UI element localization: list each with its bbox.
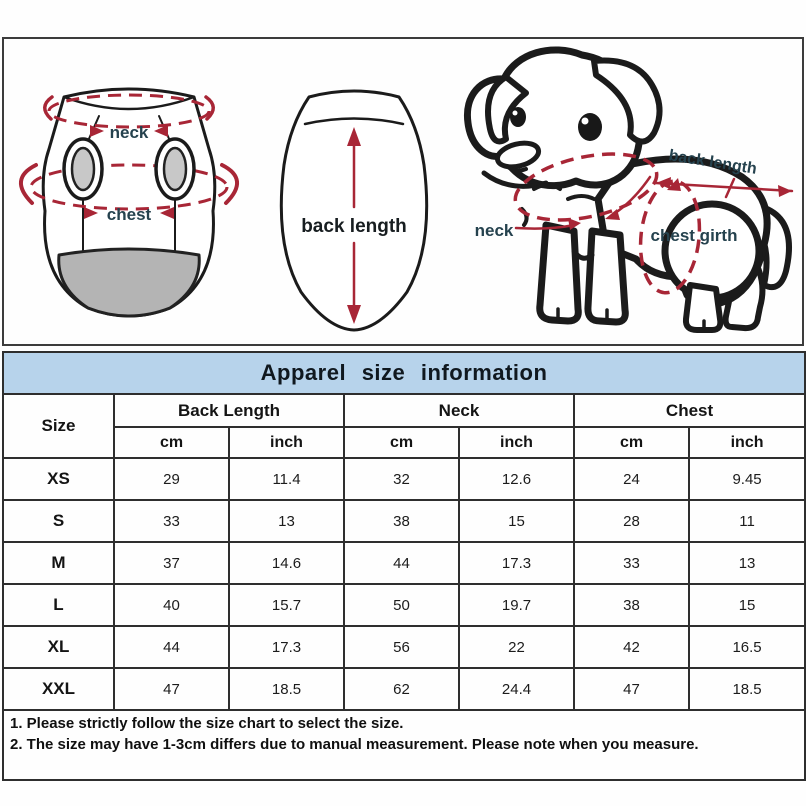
value-cell: 29 <box>113 457 230 501</box>
value-cell: 17.3 <box>458 541 575 585</box>
neck-header: Neck <box>343 393 575 428</box>
size-label: XL <box>2 625 115 669</box>
unit-header-cm: cm <box>113 426 230 459</box>
size-label: S <box>2 499 115 543</box>
size-label: M <box>2 541 115 585</box>
table-title: Apparel size information <box>1 351 806 395</box>
table-row: M 37 14.6 44 17.3 33 13 <box>2 541 806 585</box>
value-cell: 44 <box>343 541 460 585</box>
arrow-left-icon <box>656 177 671 189</box>
table-row: L 40 15.7 50 19.7 38 15 <box>2 583 806 627</box>
table-row: XS 29 11.4 32 12.6 24 9.45 <box>2 457 806 501</box>
value-cell: 62 <box>343 667 460 711</box>
vest-neck-label: neck <box>110 123 149 142</box>
chest-header: Chest <box>572 393 806 428</box>
dog-diagram: neck chest girth back length <box>463 46 794 333</box>
arrow-left-icon <box>154 125 168 137</box>
value-cell: 15 <box>687 583 806 627</box>
note-line-2: 2. The size may have 1-3cm differs due t… <box>10 735 699 753</box>
measurement-diagrams-panel: neck chest back length <box>2 37 804 346</box>
value-cell: 47 <box>113 667 230 711</box>
value-cell: 11 <box>687 499 806 543</box>
value-cell: 33 <box>113 499 230 543</box>
dog-neck-label: neck <box>475 221 514 240</box>
table-row: S 33 13 38 15 28 11 <box>2 499 806 543</box>
value-cell: 50 <box>343 583 460 627</box>
back-length-header: Back Length <box>113 393 345 428</box>
dog-eye <box>578 113 602 141</box>
unit-header-inch: inch <box>687 426 806 459</box>
arrow-up-icon <box>667 178 681 191</box>
arrow-right-icon <box>84 207 98 219</box>
value-cell: 14.6 <box>228 541 345 585</box>
size-label: L <box>2 583 115 627</box>
arrow-right-icon <box>568 218 581 230</box>
dog-eye <box>510 107 526 127</box>
vest-front-diagram: neck chest <box>19 87 239 318</box>
size-label: XXL <box>2 667 115 711</box>
arrow-right-icon <box>90 125 104 137</box>
table-group-header-row: Size Back Length Neck Chest <box>2 393 806 459</box>
size-chart-table: Apparel size information Size Back Lengt… <box>1 351 806 781</box>
value-cell: 37 <box>113 541 230 585</box>
value-cell: 56 <box>343 625 460 669</box>
value-cell: 13 <box>687 541 806 585</box>
table-unit-header-row: cm inch cm inch cm inch <box>3 426 806 459</box>
value-cell: 28 <box>573 499 690 543</box>
table-row: XL 44 17.3 56 22 42 16.5 <box>2 625 806 669</box>
value-cell: 18.5 <box>228 667 345 711</box>
unit-header-inch: inch <box>458 426 575 459</box>
table-title-row: Apparel size information <box>1 351 806 395</box>
arrow-down-icon <box>347 305 361 324</box>
value-cell: 9.45 <box>687 457 806 501</box>
value-cell: 24 <box>573 457 690 501</box>
value-cell: 40 <box>113 583 230 627</box>
arrow-up-icon <box>347 127 361 146</box>
unit-header-inch: inch <box>228 426 345 459</box>
vest-back-diagram: back length <box>279 89 429 332</box>
table-notes-row: 1. Please strictly follow the size chart… <box>1 709 806 781</box>
size-label: XS <box>2 457 115 501</box>
arrow-left-icon <box>160 207 174 219</box>
value-cell: 22 <box>458 625 575 669</box>
dog-nose <box>494 140 542 170</box>
value-cell: 47 <box>573 667 690 711</box>
notes-cell: 1. Please strictly follow the size chart… <box>1 709 806 781</box>
note-line-1: 1. Please strictly follow the size chart… <box>10 715 404 732</box>
value-cell: 42 <box>573 625 690 669</box>
value-cell: 12.6 <box>458 457 575 501</box>
size-column-header: Size <box>2 393 115 459</box>
vest-back-length-label: back length <box>301 216 407 237</box>
size-table-section: Apparel size information Size Back Lengt… <box>1 351 806 781</box>
value-cell: 33 <box>573 541 690 585</box>
value-cell: 32 <box>343 457 460 501</box>
value-cell: 16.5 <box>687 625 806 669</box>
vest-chest-label: chest <box>107 205 152 224</box>
table-row: XXL 47 18.5 62 24.4 47 18.5 <box>2 667 806 711</box>
value-cell: 15 <box>458 499 575 543</box>
value-cell: 38 <box>573 583 690 627</box>
arrow-right-icon <box>778 185 792 197</box>
unit-header-cm: cm <box>573 426 690 459</box>
value-cell: 11.4 <box>228 457 345 501</box>
value-cell: 15.7 <box>228 583 345 627</box>
value-cell: 44 <box>113 625 230 669</box>
value-cell: 17.3 <box>228 625 345 669</box>
value-cell: 13 <box>228 499 345 543</box>
dog-chest-girth-label: chest girth <box>651 226 738 245</box>
value-cell: 24.4 <box>458 667 575 711</box>
value-cell: 38 <box>343 499 460 543</box>
value-cell: 19.7 <box>458 583 575 627</box>
arrow-down-left-icon <box>605 209 620 220</box>
value-cell: 18.5 <box>687 667 806 711</box>
unit-header-cm: cm <box>343 426 460 459</box>
